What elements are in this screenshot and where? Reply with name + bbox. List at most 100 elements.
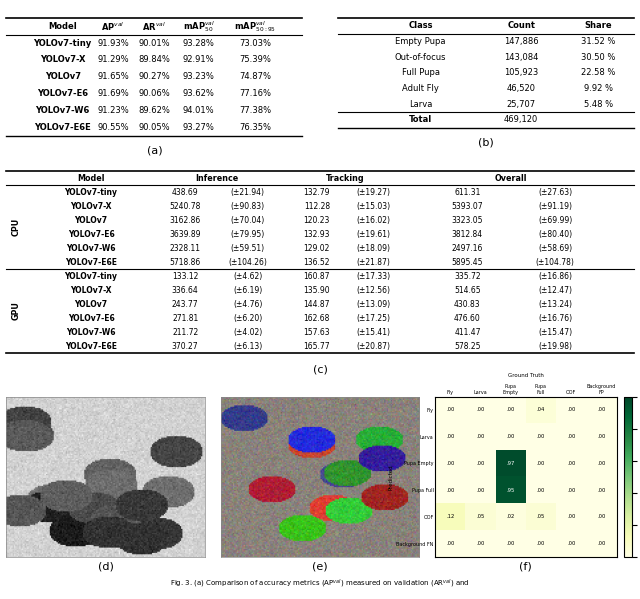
Text: 91.65%: 91.65% <box>97 72 129 81</box>
Text: 2497.16: 2497.16 <box>452 244 483 253</box>
Text: Count: Count <box>507 22 535 31</box>
Text: 93.23%: 93.23% <box>183 72 214 81</box>
Text: 144.87: 144.87 <box>303 300 330 309</box>
Text: (±6.13): (±6.13) <box>233 342 262 351</box>
Text: YOLOv7-tiny: YOLOv7-tiny <box>65 272 118 281</box>
Text: 46,520: 46,520 <box>507 84 536 93</box>
Text: 476.60: 476.60 <box>454 314 481 323</box>
Text: 77.16%: 77.16% <box>239 89 271 98</box>
Text: 147,886: 147,886 <box>504 37 538 46</box>
Text: Model: Model <box>48 22 77 31</box>
Text: 91.93%: 91.93% <box>97 39 129 48</box>
Text: .00: .00 <box>446 434 454 439</box>
Text: 91.29%: 91.29% <box>97 56 129 65</box>
Text: .00: .00 <box>476 488 484 493</box>
Text: (±104.78): (±104.78) <box>536 258 575 267</box>
Text: (±27.63): (±27.63) <box>538 188 572 197</box>
Text: .00: .00 <box>537 461 545 466</box>
Text: 578.25: 578.25 <box>454 342 481 351</box>
Text: (±6.19): (±6.19) <box>233 286 262 295</box>
Text: 5895.45: 5895.45 <box>452 258 483 267</box>
Text: .00: .00 <box>446 541 454 546</box>
Text: 132.79: 132.79 <box>303 188 330 197</box>
Text: 73.03%: 73.03% <box>239 39 271 48</box>
Text: (±91.19): (±91.19) <box>538 202 572 211</box>
Text: 135.90: 135.90 <box>303 286 330 295</box>
Text: (±79.95): (±79.95) <box>231 230 265 239</box>
Text: 514.65: 514.65 <box>454 286 481 295</box>
Text: 243.77: 243.77 <box>172 300 198 309</box>
Text: 335.72: 335.72 <box>454 272 481 281</box>
Text: .00: .00 <box>476 461 484 466</box>
Text: YOLOv7-tiny: YOLOv7-tiny <box>33 39 92 48</box>
Text: 93.62%: 93.62% <box>183 89 214 98</box>
Text: 77.38%: 77.38% <box>239 106 271 115</box>
Text: (±17.25): (±17.25) <box>356 314 390 323</box>
Text: 5718.86: 5718.86 <box>170 258 201 267</box>
Text: 165.77: 165.77 <box>303 342 330 351</box>
Text: YOLOv7: YOLOv7 <box>45 72 81 81</box>
Text: 5393.07: 5393.07 <box>452 202 483 211</box>
Text: .00: .00 <box>506 407 515 413</box>
Text: (±13.09): (±13.09) <box>356 300 390 309</box>
Text: 411.47: 411.47 <box>454 328 481 337</box>
Text: 94.01%: 94.01% <box>183 106 214 115</box>
Text: .05: .05 <box>537 515 545 519</box>
Text: 93.28%: 93.28% <box>183 39 214 48</box>
Text: YOLOv7: YOLOv7 <box>74 300 108 309</box>
Text: .00: .00 <box>537 488 545 493</box>
Text: 74.87%: 74.87% <box>239 72 271 81</box>
Text: 90.01%: 90.01% <box>138 39 170 48</box>
Text: 3323.05: 3323.05 <box>452 216 483 225</box>
Text: Total: Total <box>409 116 432 125</box>
X-axis label: (d): (d) <box>98 561 113 571</box>
Text: .95: .95 <box>506 488 515 493</box>
Text: (±18.09): (±18.09) <box>356 244 390 253</box>
Text: 129.02: 129.02 <box>303 244 330 253</box>
Text: .00: .00 <box>567 541 575 546</box>
Text: 76.35%: 76.35% <box>239 123 271 132</box>
Text: Adult Fly: Adult Fly <box>402 84 439 93</box>
Text: Class: Class <box>408 22 433 31</box>
Text: (±70.04): (±70.04) <box>231 216 265 225</box>
Text: 90.27%: 90.27% <box>138 72 170 81</box>
Text: (±19.61): (±19.61) <box>356 230 390 239</box>
Text: .00: .00 <box>567 434 575 439</box>
Text: 105,923: 105,923 <box>504 68 538 77</box>
Text: (a): (a) <box>147 145 162 155</box>
Text: 25,707: 25,707 <box>507 100 536 109</box>
Text: 3639.89: 3639.89 <box>170 230 201 239</box>
Text: (±21.87): (±21.87) <box>356 258 390 267</box>
Text: (±6.20): (±6.20) <box>233 314 262 323</box>
Text: Tracking: Tracking <box>326 174 364 183</box>
Text: 3812.84: 3812.84 <box>452 230 483 239</box>
Text: 3162.86: 3162.86 <box>170 216 201 225</box>
Text: (±90.83): (±90.83) <box>231 202 265 211</box>
Text: Fig. 3. (a) Comparison of accuracy metrics (AP$^{val}$) measured on validation (: Fig. 3. (a) Comparison of accuracy metri… <box>170 578 470 590</box>
Title: Ground Truth: Ground Truth <box>508 373 544 378</box>
Text: (±58.69): (±58.69) <box>538 244 572 253</box>
Text: .00: .00 <box>567 407 575 413</box>
Text: .00: .00 <box>476 434 484 439</box>
Text: .00: .00 <box>567 515 575 519</box>
Text: .00: .00 <box>476 541 484 546</box>
Text: (±21.94): (±21.94) <box>231 188 265 197</box>
Text: YOLOv7-X: YOLOv7-X <box>70 202 112 211</box>
Text: 112.28: 112.28 <box>304 202 330 211</box>
Text: (±19.98): (±19.98) <box>538 342 572 351</box>
Text: YOLOv7: YOLOv7 <box>74 216 108 225</box>
Text: (±4.62): (±4.62) <box>233 272 262 281</box>
Text: (±12.47): (±12.47) <box>538 286 572 295</box>
Text: .12: .12 <box>446 515 454 519</box>
Text: AR$^{val}$: AR$^{val}$ <box>143 20 166 32</box>
Text: 2328.11: 2328.11 <box>170 244 201 253</box>
Text: Larva: Larva <box>409 100 432 109</box>
Text: 90.06%: 90.06% <box>138 89 170 98</box>
Text: 160.87: 160.87 <box>303 272 330 281</box>
Text: .00: .00 <box>537 434 545 439</box>
Text: 9.92 %: 9.92 % <box>584 84 612 93</box>
Text: (±104.26): (±104.26) <box>228 258 268 267</box>
Text: 5.48 %: 5.48 % <box>584 100 612 109</box>
Text: Empty Pupa: Empty Pupa <box>396 37 446 46</box>
Text: YOLOv7-W6: YOLOv7-W6 <box>67 244 116 253</box>
